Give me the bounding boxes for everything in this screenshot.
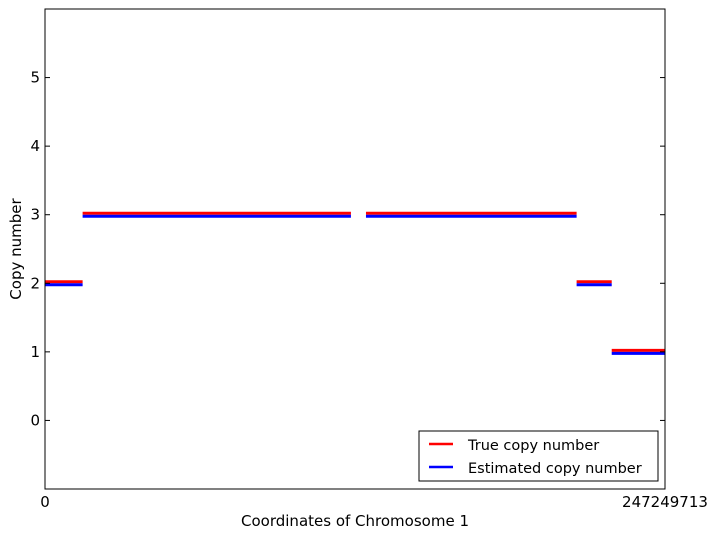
y-axis-ticks: 0 1 2 3 4 5 bbox=[30, 69, 665, 429]
legend-label-estimated: Estimated copy number bbox=[468, 461, 642, 477]
plot-frame bbox=[44, 8, 666, 490]
x-axis-ticks: 0 247249713 bbox=[40, 493, 708, 511]
y-tick-label: 4 bbox=[30, 137, 40, 155]
plot-area bbox=[45, 9, 665, 489]
x-tick-label: 247249713 bbox=[622, 493, 708, 511]
y-tick-label: 5 bbox=[30, 69, 40, 87]
series-layer bbox=[45, 211, 665, 355]
x-axis-label: Coordinates of Chromosome 1 bbox=[241, 512, 469, 530]
x-tick-label: 0 bbox=[40, 493, 50, 511]
y-tick-label: 3 bbox=[30, 206, 40, 224]
legend: True copy number Estimated copy number bbox=[418, 430, 659, 482]
legend-label-true: True copy number bbox=[467, 438, 599, 454]
legend-box bbox=[418, 430, 659, 482]
y-tick-label: 1 bbox=[30, 343, 40, 361]
y-tick-label: 0 bbox=[30, 411, 40, 429]
y-tick-label: 2 bbox=[30, 274, 40, 292]
y-axis-label: Copy number bbox=[7, 197, 25, 299]
